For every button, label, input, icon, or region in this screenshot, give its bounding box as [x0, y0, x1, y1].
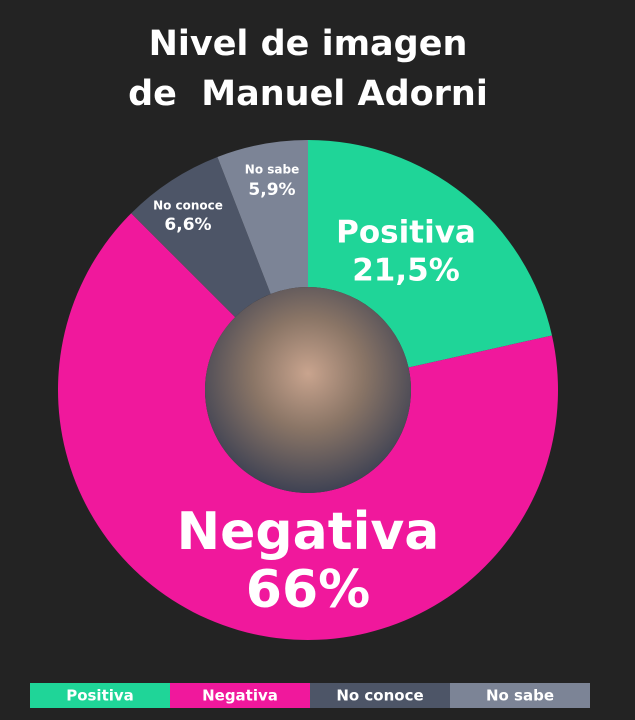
value-label: 66%	[246, 560, 370, 620]
slice-name: No conoce	[153, 199, 223, 213]
portrait	[205, 287, 411, 493]
slice	[217, 140, 308, 294]
legend-swatch	[170, 683, 310, 708]
legend-swatch	[310, 683, 450, 708]
legend: Positiva Negativa No conoce No sabe	[30, 683, 590, 708]
chart-title: Nivel de imagen	[149, 24, 468, 64]
legend-label: Negativa	[202, 687, 278, 705]
slice	[131, 156, 271, 318]
legend-label: No conoce	[336, 687, 423, 705]
legend-label: Positiva	[66, 687, 134, 705]
slice	[57, 213, 559, 640]
value-label: 21,5%	[352, 253, 460, 289]
donut	[57, 140, 559, 640]
value-label: 5,9%	[248, 180, 295, 200]
slice-name: Positiva	[336, 215, 476, 251]
value-label: 6,6%	[164, 215, 211, 235]
legend-swatch	[450, 683, 590, 708]
slice-name: No sabe	[245, 163, 299, 177]
slice-name: Negativa	[177, 502, 440, 562]
slice	[308, 140, 552, 368]
legend-label: No sabe	[486, 687, 554, 705]
chart-title: de Manuel Adorni	[128, 74, 488, 114]
legend-swatch	[30, 683, 170, 708]
